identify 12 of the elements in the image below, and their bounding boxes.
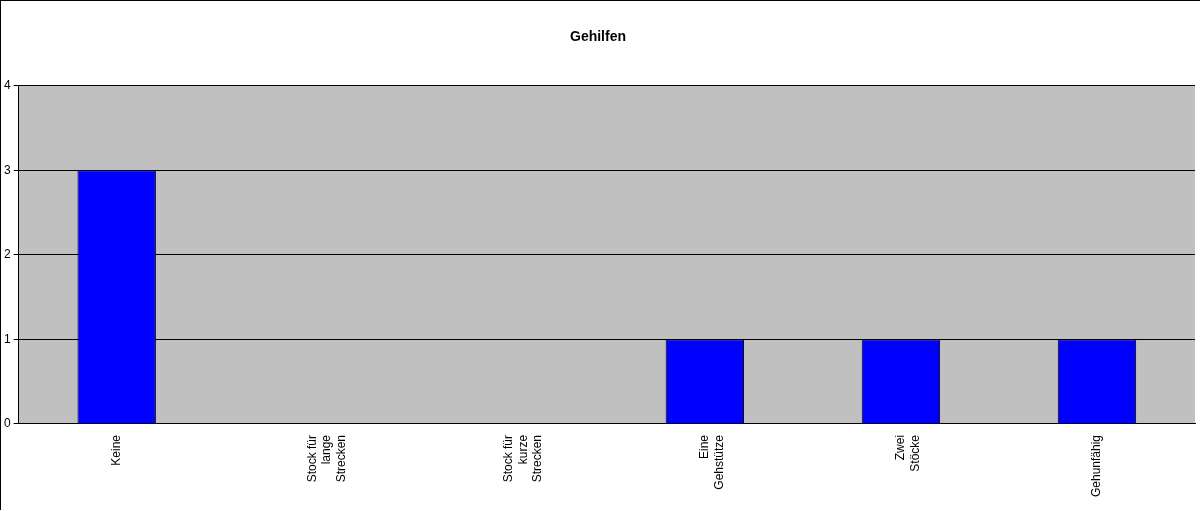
chart-title: Gehilfen	[569, 28, 627, 45]
y-tick-label: 2	[3, 247, 11, 262]
x-tick-label: Gehunfähig	[1089, 434, 1104, 498]
y-tick-label: 4	[3, 78, 11, 93]
y-tick-label: 0	[3, 416, 11, 431]
y-tick-label: 3	[3, 162, 11, 177]
x-tick-label: Stock für lange Strecken	[305, 434, 348, 483]
x-tick-label: Keine	[109, 434, 124, 466]
y-tick-label: 1	[3, 331, 11, 346]
x-tick-label: Eine Gehstütze	[697, 434, 726, 490]
x-tick-label: Stock für kurze Strecken	[501, 434, 544, 483]
x-tick-label: Zwei Stöcke	[893, 434, 922, 472]
